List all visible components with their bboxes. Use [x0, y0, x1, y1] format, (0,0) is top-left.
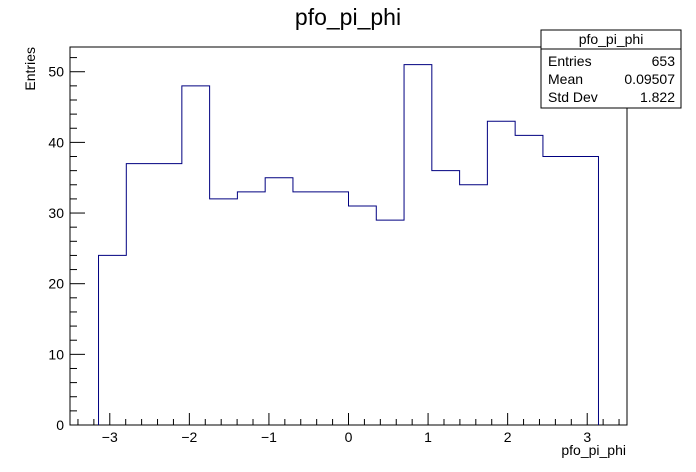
histogram-bin-9: [349, 206, 377, 425]
x-tick-label: −3: [102, 429, 118, 445]
histogram-bin-15: [515, 135, 543, 425]
stats-label-mean: Mean: [548, 71, 583, 87]
histogram-bin-2: [154, 164, 182, 425]
x-tick-label: 3: [583, 429, 591, 445]
x-axis-label: pfo_pi_phi: [561, 442, 626, 458]
histogram-bin-1: [126, 164, 154, 425]
y-axis-label: Entries: [22, 47, 38, 91]
stats-box-title: pfo_pi_phi: [579, 31, 644, 47]
histogram-bin-7: [293, 192, 321, 425]
stats-value-entries: 653: [652, 53, 676, 69]
x-tick-label: 0: [345, 429, 353, 445]
histogram-outline: [98, 64, 599, 425]
histogram-bin-17: [571, 157, 599, 425]
histogram-bin-4: [210, 199, 238, 425]
stats-label-stddev: Std Dev: [548, 89, 598, 105]
stats-label-entries: Entries: [548, 53, 592, 69]
y-tick-label: 10: [48, 346, 64, 362]
stats-value-mean: 0.09507: [624, 71, 675, 87]
chart-title: pfo_pi_phi: [295, 4, 401, 30]
histogram-bin-13: [460, 185, 488, 425]
histogram-bin-6: [265, 178, 293, 425]
y-tick-label: 30: [48, 205, 64, 221]
histogram-bin-14: [487, 121, 515, 425]
y-tick-label: 20: [48, 276, 64, 292]
histogram-bin-11: [404, 65, 432, 425]
stats-box-frame: [540, 29, 682, 109]
x-tick-label: −2: [181, 429, 197, 445]
histogram-bin-8: [321, 192, 349, 425]
y-tick-label: 50: [48, 64, 64, 80]
x-tick-label: 2: [504, 429, 512, 445]
histogram-bins: [99, 65, 599, 425]
histogram-bin-5: [237, 192, 265, 425]
y-tick-label: 40: [48, 134, 64, 150]
histogram-bin-16: [543, 157, 571, 425]
histogram-bin-12: [432, 171, 460, 425]
stats-box: pfo_pi_phi Entries 653 Mean 0.09507 Std …: [540, 29, 682, 109]
y-tick-label: 0: [56, 417, 64, 433]
x-tick-label: 1: [424, 429, 432, 445]
x-axis: −3 −2 −1 0 1 2 3: [77, 413, 620, 445]
histogram-bin-0: [99, 255, 127, 425]
histogram-bin-10: [376, 220, 404, 425]
histogram-bin-3: [182, 86, 210, 425]
x-tick-label: −1: [261, 429, 277, 445]
y-axis: 0 10 20 30 40 50: [48, 57, 85, 433]
stats-value-stddev: 1.822: [640, 89, 675, 105]
